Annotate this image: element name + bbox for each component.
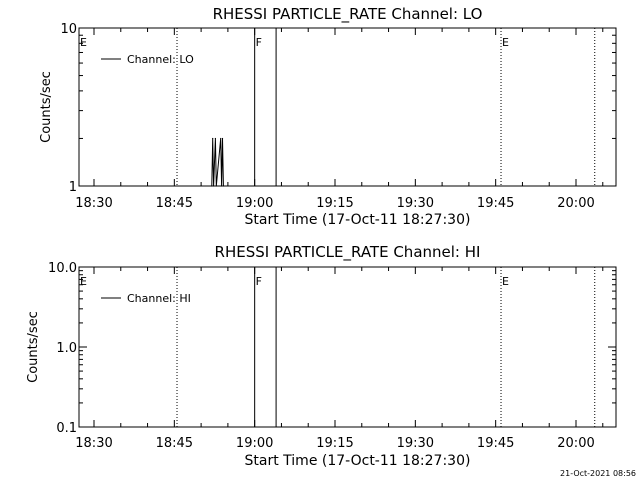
plot-frame [78, 266, 617, 428]
series-line-channel-lo [211, 138, 224, 187]
event-marker-label: F [256, 275, 262, 288]
x-tick-label: 18:30 [75, 436, 112, 451]
y-tick-label: 10.0 [48, 261, 77, 276]
data-point [213, 185, 215, 187]
x-tick-label: 18:45 [156, 436, 193, 451]
legend-label: Channel: LO [127, 53, 194, 66]
x-tick-label: 19:15 [316, 196, 353, 211]
legend-label: Channel: HI [127, 292, 191, 305]
x-tick-label: 20:00 [557, 436, 594, 451]
x-tick-label: 19:30 [397, 196, 434, 211]
footer-timestamp: 21-Oct-2021 08:56 [560, 469, 636, 478]
y-tick-label: 0.1 [56, 421, 77, 436]
chart-title: RHESSI PARTICLE_RATE Channel: LO [213, 5, 483, 24]
y-axis-label: Counts/sec [39, 71, 54, 143]
data-point [212, 137, 214, 140]
x-tick-label: 20:00 [557, 196, 594, 211]
x-axis-label: Start Time (17-Oct-11 18:27:30) [245, 453, 471, 469]
x-tick-label: 18:30 [75, 196, 112, 211]
event-marker-label: E [502, 36, 509, 49]
x-tick-label: 19:45 [477, 436, 514, 451]
x-tick-label: 19:45 [477, 196, 514, 211]
x-axis-label: Start Time (17-Oct-11 18:27:30) [245, 212, 471, 228]
plot-frame [78, 27, 617, 187]
x-tick-label: 18:45 [156, 196, 193, 211]
x-tick-label: 19:15 [316, 436, 353, 451]
y-tick-label: 1.0 [56, 341, 77, 356]
x-tick-label: 19:00 [236, 196, 273, 211]
data-point [214, 137, 216, 140]
chart-title: RHESSI PARTICLE_RATE Channel: HI [215, 243, 481, 262]
event-marker-label: E [502, 275, 509, 288]
y-axis-label: Counts/sec [26, 311, 41, 383]
data-point [220, 137, 222, 140]
data-point [211, 185, 213, 187]
y-tick-label: 10 [60, 22, 77, 37]
x-tick-label: 19:00 [236, 436, 273, 451]
event-marker-label: E [80, 275, 87, 288]
y-tick-label: 1 [69, 180, 77, 195]
event-marker-label: F [256, 36, 262, 49]
chart-panel-1: RHESSI PARTICLE_RATE Channel: HI 18:30 18:… [26, 243, 617, 469]
data-point [221, 137, 224, 140]
chart-panel-0: RHESSI PARTICLE_RATE Channel: LO 18:30 18:… [39, 5, 617, 228]
data-point [222, 185, 225, 187]
data-point [221, 185, 223, 187]
data-point [215, 185, 217, 187]
x-tick-label: 19:30 [397, 436, 434, 451]
event-marker-label: E [80, 36, 87, 49]
